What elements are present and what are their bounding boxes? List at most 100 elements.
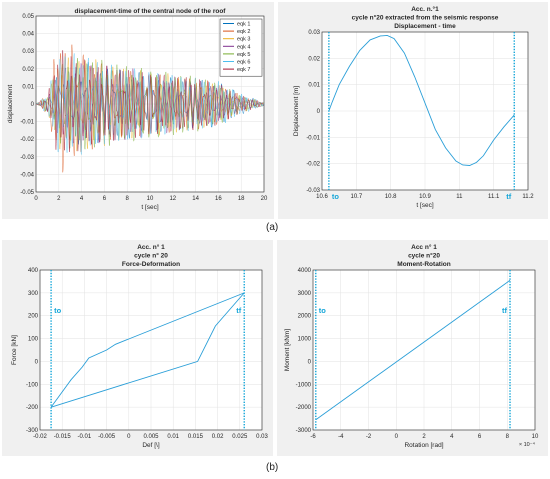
x-tick-label: 6: [478, 434, 482, 440]
panel-force-deformation: -0.02 -0.015 -0.01 -0.005 0 0.005 0.01 0.015 0.0…: [2, 240, 273, 456]
legend-label: eqk 3: [237, 37, 250, 43]
y-tick-label: -0.04: [20, 172, 34, 178]
y-tick-label: -0.03: [306, 188, 320, 194]
x-tick-label: 10: [532, 434, 539, 440]
chart-title: cycle n°20: [408, 252, 440, 260]
chart-title: Displacement - time: [394, 23, 456, 30]
x-tick-label: -2: [366, 434, 372, 440]
x-tick-label: 0.03: [256, 434, 268, 440]
y-tick-label: -100: [26, 382, 39, 388]
x-tick-label: 10.6: [316, 194, 328, 200]
x-tick-label: 11.2: [522, 194, 534, 200]
chart-displacement-time-all: 0 2 4 6 8 10 12 14 16 18 20 -0.05 -0.04 -0.03 -0.02 -0.…: [7, 8, 268, 211]
legend-label: eqk 5: [237, 52, 250, 58]
y-tick-label: -0.01: [306, 135, 320, 141]
x-tick-label: 0.025: [232, 434, 248, 440]
legend-label: eqk 7: [237, 67, 250, 73]
x-tick-label: 8: [126, 196, 130, 202]
y-axis-label: Displacement [m]: [293, 86, 300, 136]
panel-moment-rotation: -6 -4 -2 0 2 4 6 8 10 -3000 -2000 -1000 0 1000 2000 300…: [277, 240, 548, 456]
panel-displacement-time-all: 0 2 4 6 8 10 12 14 16 18 20 -0.05 -0.04 -0.03 -0.02 -0.…: [2, 2, 274, 219]
marker-label-tf: tf: [236, 306, 241, 315]
y-axis-label: Force [kN]: [11, 335, 18, 365]
y-tick-label: 0: [317, 109, 321, 115]
series-line-0: [50, 292, 245, 408]
legend-label: eqk 2: [237, 29, 250, 35]
legend-label: eqk 6: [237, 60, 250, 66]
y-tick-label: 300: [28, 291, 39, 297]
x-tick-label: 0.02: [212, 434, 224, 440]
y-tick-label: -0.05: [20, 190, 34, 196]
series-line-0: [328, 34, 515, 166]
chart-cycle-displacement: 10.6 10.7 10.8 10.9 11 11.1 11.2 -0.03 -0.02 -0.0…: [293, 5, 534, 209]
panel-cycle-displacement: 10.6 10.7 10.8 10.9 11 11.1 11.2 -0.03 -0.02 -0.0…: [278, 2, 548, 219]
x-axis-label: Rotation [rad]: [404, 442, 443, 449]
plot-frame: [312, 269, 536, 431]
y-tick-label: -1000: [296, 382, 312, 388]
legend-label: eqk 1: [237, 22, 250, 28]
marker-label-tf: tf: [506, 192, 511, 201]
x-tick-label: 0.015: [188, 434, 204, 440]
y-tick-label: -0.02: [306, 162, 320, 168]
y-tick-label: 400: [28, 268, 39, 274]
series-line-eqk-7: [35, 50, 265, 152]
x-tick-label: 0.01: [167, 434, 179, 440]
y-tick-label: 3000: [298, 291, 312, 297]
marker-label-to: to: [319, 306, 326, 315]
y-tick-label: -300: [26, 428, 39, 434]
x-tick-label: -6: [310, 434, 316, 440]
x-tick-label: 10.9: [419, 194, 431, 200]
y-tick-label: 0: [308, 359, 312, 365]
marker-label-to: to: [332, 192, 339, 201]
x-tick-label: 14: [192, 196, 199, 202]
y-tick-label: 0.02: [308, 56, 320, 62]
y-tick-label: 0.05: [22, 14, 34, 20]
x-tick-label: 8: [506, 434, 510, 440]
y-tick-label: 0.03: [22, 49, 34, 55]
x-axis-label: Def [\]: [142, 442, 160, 449]
chart-title: Acc. n° 1: [137, 243, 165, 251]
y-tick-label: 0.01: [22, 84, 34, 90]
x-tick-label: 0: [395, 434, 399, 440]
x-tick-label: 11: [456, 194, 463, 200]
y-tick-label: 100: [28, 337, 39, 343]
chart-title: Force-Deformation: [122, 261, 180, 268]
x-tick-label: -0.02: [33, 434, 47, 440]
x-tick-label: 16: [215, 196, 222, 202]
plot-frame: [39, 269, 263, 431]
x-tick-label: 0.005: [143, 434, 159, 440]
caption-b: (b): [266, 462, 279, 473]
chart-title: cycle n° 20: [134, 252, 168, 260]
y-tick-label: -200: [26, 405, 39, 411]
chart-title: displacement-time of the central node of…: [75, 8, 227, 15]
x-tick-label: 10.7: [350, 194, 362, 200]
series-line-eqk-6: [35, 53, 265, 155]
plot-frame: [321, 31, 529, 191]
x-tick-label: 4: [450, 434, 454, 440]
y-tick-label: 1000: [298, 337, 312, 343]
chart-title: Moment-Rotation: [397, 261, 450, 268]
series-line-0: [315, 279, 511, 421]
y-tick-label: -2000: [296, 405, 312, 411]
chart-title: cycle n°20 extracted from the seismic re…: [352, 14, 499, 22]
marker-label-to: to: [54, 306, 61, 315]
y-tick-label: 0.02: [22, 67, 34, 73]
x-tick-label: 6: [103, 196, 107, 202]
x-axis-label: t [sec]: [141, 204, 159, 211]
x-tick-label: 2: [422, 434, 426, 440]
y-tick-label: 2000: [298, 314, 312, 320]
y-tick-label: 200: [28, 314, 39, 320]
y-tick-label: 4000: [298, 268, 312, 274]
x-multiplier: × 10⁻⁴: [519, 441, 536, 448]
y-axis-label: displacement: [7, 85, 14, 123]
y-tick-label: -3000: [296, 428, 312, 434]
x-tick-label: -0.015: [54, 434, 72, 440]
x-tick-label: 4: [80, 196, 84, 202]
x-tick-label: 0: [34, 196, 38, 202]
chart-force-deformation: -0.02 -0.015 -0.01 -0.005 0 0.005 0.01 0.015 0.0…: [11, 243, 268, 449]
y-tick-label: -0.01: [20, 120, 34, 126]
x-tick-label: 0: [127, 434, 131, 440]
chart-title: Acc n° 1: [411, 243, 437, 251]
x-tick-label: -0.005: [98, 434, 116, 440]
y-tick-label: 0: [35, 359, 39, 365]
